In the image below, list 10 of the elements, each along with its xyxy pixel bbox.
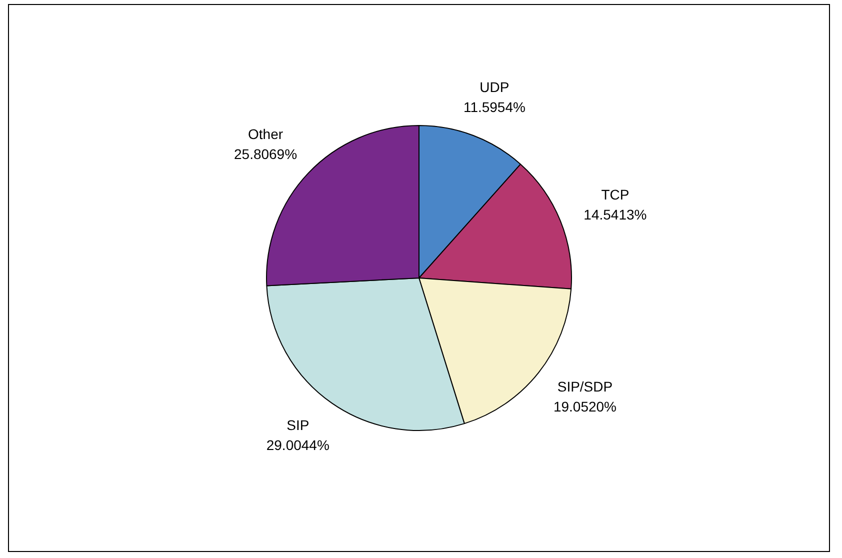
slice-label: UDP (480, 78, 510, 95)
data-label: 14.5413% (584, 206, 647, 222)
data-label: 11.5954% (463, 98, 526, 115)
slice-label: TCP (601, 186, 630, 202)
slice-label: SIP/SDP (557, 378, 613, 394)
slice-label: SIP (286, 416, 310, 433)
data-label: 25.8069% (234, 146, 298, 162)
slice-label: Other (248, 126, 284, 142)
data-label: 29.0044% (266, 436, 330, 453)
data-label: 19.0520% (553, 398, 617, 414)
